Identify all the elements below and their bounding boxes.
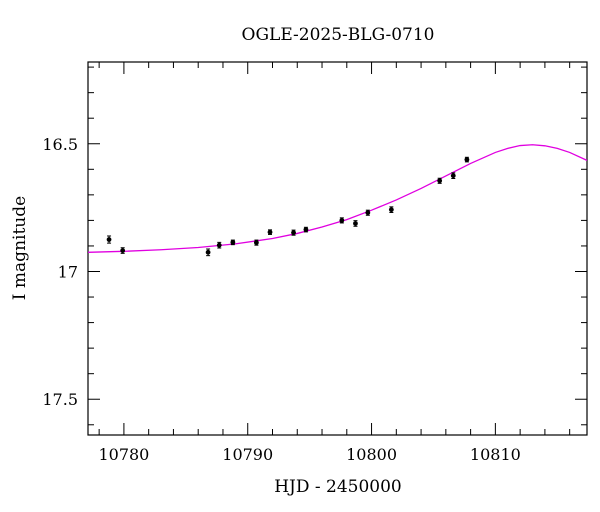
model-curve-layer [88,144,587,253]
data-point [365,209,371,216]
y-axis-ticks: 16.5 17 17.5 [42,66,587,426]
point-marker [291,230,296,236]
data-point [205,248,211,257]
data-point [267,229,273,235]
y-axis-label: I magnitude [10,196,30,300]
y-tick-label: 16.5 [42,135,78,154]
x-tick-label: 10790 [222,445,273,464]
point-marker [353,221,358,226]
point-marker [253,240,259,246]
data-point [388,206,394,213]
x-axis-label: HJD - 2450000 [274,477,402,497]
data-point [253,239,259,246]
data-point [291,229,296,236]
data-point [353,220,358,227]
y-tick-label: 17 [58,262,78,281]
point-marker [388,207,394,213]
y-tick-label: 17.5 [42,390,78,409]
point-marker [230,239,236,245]
point-marker [339,217,345,223]
data-point [437,177,443,184]
data-point [120,247,126,254]
point-marker [216,242,222,248]
plot-frame [87,61,588,436]
data-point [464,156,470,163]
point-marker [450,173,456,179]
x-tick-label: 10780 [98,445,149,464]
point-marker [437,178,443,184]
data-point [303,226,309,233]
point-marker [267,229,273,235]
point-marker [205,249,211,255]
x-tick-label: 10800 [346,445,397,464]
model-curve [88,144,587,253]
x-axis-ticks: 10780 10790 10800 10810 [98,62,571,464]
point-marker [365,210,371,216]
data-point [339,217,345,224]
point-marker [106,237,112,242]
data-point [230,239,236,246]
chart-title: OGLE-2025-BLG-0710 [242,25,435,45]
data-point [106,235,112,244]
x-tick-label: 10810 [470,445,521,464]
data-points-layer [106,156,470,257]
point-marker [303,227,309,232]
data-point [216,241,222,249]
data-point [450,172,456,179]
point-marker [464,157,470,162]
point-marker [120,248,126,253]
